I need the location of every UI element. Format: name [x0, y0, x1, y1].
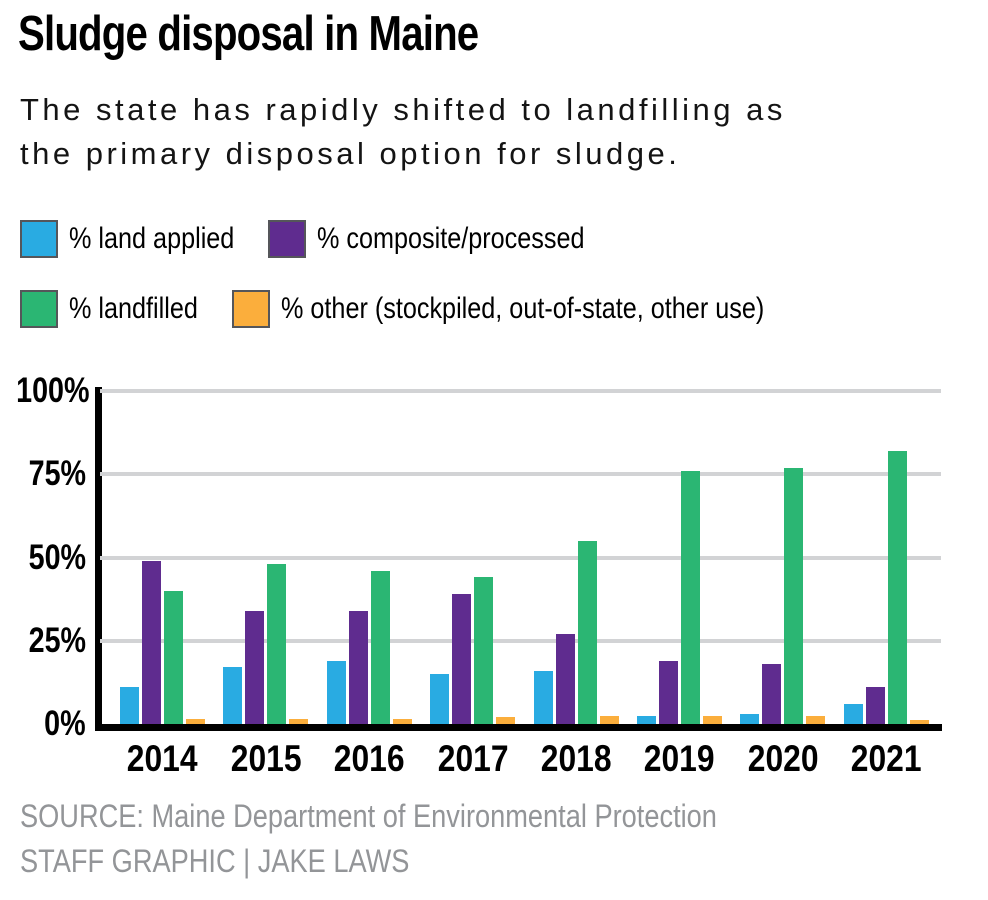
y-tick-label-75: 75%	[0, 454, 86, 494]
bar-2017-series-1	[452, 594, 472, 724]
y-axis-line	[95, 387, 102, 731]
bar-2018-series-2	[577, 540, 597, 724]
legend-swatch-landfilled	[20, 290, 58, 328]
subtitle-line-2: the primary disposal option for sludge.	[20, 136, 681, 171]
bar-2014-series-2	[164, 590, 183, 724]
x-tick-label-2019: 2019	[625, 738, 735, 780]
bar-2019-series-3	[703, 715, 722, 724]
bar-2020-series-0	[740, 714, 760, 724]
x-tick-label-2017: 2017	[418, 738, 528, 780]
bar-2020-series-2	[784, 467, 804, 724]
legend-swatch-composite-processed	[268, 220, 306, 258]
bar-2015-series-0	[223, 667, 243, 724]
bar-2019-series-1	[659, 660, 678, 724]
bar-group-2014	[120, 391, 205, 724]
credit-text: STAFF GRAPHIC | JAKE LAWS	[20, 843, 410, 879]
legend-label-land-applied: % land applied	[69, 222, 235, 255]
x-tick-label-2014: 2014	[108, 738, 218, 780]
legend-swatch-other	[232, 290, 270, 328]
legend-row-1: % land applied % composite/processed	[0, 220, 988, 260]
x-tick-text: 2020	[747, 738, 819, 779]
x-tick-label-2015: 2015	[211, 738, 321, 780]
bar-2021-series-0	[843, 704, 863, 724]
gridline-25	[100, 638, 941, 643]
legend-item-composite-processed: % composite/processed	[268, 220, 636, 258]
y-tick-text: 50%	[28, 537, 86, 577]
bar-chart: 100% 75% 50% 25% 0% 2014 2015 2016 2017 2018 2019 2…	[0, 371, 988, 796]
x-tick-text: 2016	[333, 738, 405, 779]
bar-2021-series-2	[887, 450, 907, 724]
bar-2014-series-0	[120, 687, 139, 724]
y-tick-label-50: 50%	[0, 538, 86, 578]
gridline-75	[100, 472, 941, 477]
x-tick-text: 2021	[850, 738, 922, 779]
bar-group-2016	[326, 391, 412, 724]
x-tick-text: 2017	[437, 738, 509, 779]
x-tick-text: 2015	[230, 738, 302, 779]
gridline-100	[100, 389, 941, 393]
bar-2017-series-0	[430, 674, 450, 724]
plot-area	[100, 389, 941, 724]
bar-2016-series-0	[326, 660, 346, 724]
source-credit: SOURCE: Maine Department of Environmenta…	[20, 798, 840, 835]
bar-2015-series-3	[289, 719, 309, 724]
bar-group-2019	[637, 391, 722, 724]
bar-group-2015	[223, 391, 309, 724]
bar-2018-series-0	[533, 670, 553, 724]
bar-2017-series-2	[474, 577, 494, 724]
y-tick-label-25: 25%	[0, 621, 86, 661]
bar-2016-series-3	[392, 719, 412, 724]
bar-2018-series-3	[599, 715, 619, 724]
x-tick-label-2020: 2020	[728, 738, 838, 780]
legend-label-composite-processed: % composite/processed	[317, 222, 585, 255]
y-tick-text: 25%	[28, 620, 86, 660]
bar-2021-series-1	[865, 687, 885, 724]
x-tick-label-2018: 2018	[521, 738, 631, 780]
x-tick-text: 2014	[127, 738, 198, 779]
source-text: SOURCE: Maine Department of Environmenta…	[20, 798, 717, 834]
legend-item-landfilled: % landfilled	[20, 290, 222, 328]
gridline-50	[100, 555, 941, 560]
subtitle-line-1: The state has rapidly shifted to landfil…	[20, 92, 786, 127]
bar-2018-series-1	[555, 634, 575, 724]
bar-2015-series-1	[245, 610, 265, 724]
legend-label-other: % other (stockpiled, out-of-state, other…	[281, 292, 765, 325]
bar-2020-series-1	[762, 664, 782, 724]
x-axis-line	[95, 724, 942, 731]
x-tick-label-2021: 2021	[831, 738, 941, 780]
chart-subtitle: The state has rapidly shifted to landfil…	[20, 88, 786, 176]
bar-group-2018	[533, 391, 619, 724]
legend-row-2: % landfilled % other (stockpiled, out-of-…	[0, 290, 988, 330]
y-tick-text: 100%	[16, 371, 90, 410]
bar-group-2020	[740, 391, 826, 724]
bar-2014-series-3	[186, 719, 205, 724]
y-tick-text: 75%	[28, 454, 86, 494]
y-tick-label-100: 100%	[0, 371, 90, 411]
staff-credit: STAFF GRAPHIC | JAKE LAWS	[20, 843, 478, 880]
bar-2021-series-3	[909, 720, 929, 724]
page-title-text: Sludge disposal in Maine	[18, 7, 479, 61]
y-tick-label-0: 0%	[0, 704, 86, 744]
x-tick-text: 2018	[540, 738, 612, 779]
x-tick-text: 2019	[644, 738, 715, 779]
legend-item-land-applied: % land applied	[20, 220, 266, 258]
bar-2014-series-1	[142, 560, 161, 724]
bar-2016-series-1	[348, 610, 368, 724]
bar-2015-series-2	[267, 564, 287, 724]
bar-2019-series-2	[681, 470, 700, 724]
x-tick-label-2016: 2016	[314, 738, 424, 780]
bar-2019-series-0	[637, 715, 656, 724]
bar-2020-series-3	[806, 715, 826, 724]
bar-2017-series-3	[496, 717, 516, 724]
bar-group-2021	[843, 391, 929, 724]
bar-group-2017	[430, 391, 516, 724]
legend-label-landfilled: % landfilled	[69, 292, 198, 325]
legend-swatch-land-applied	[20, 220, 58, 258]
bar-2016-series-2	[370, 570, 390, 724]
page-title: Sludge disposal in Maine	[18, 6, 579, 62]
legend-item-other: % other (stockpiled, out-of-state, other…	[232, 290, 856, 328]
y-tick-text: 0%	[44, 704, 86, 743]
